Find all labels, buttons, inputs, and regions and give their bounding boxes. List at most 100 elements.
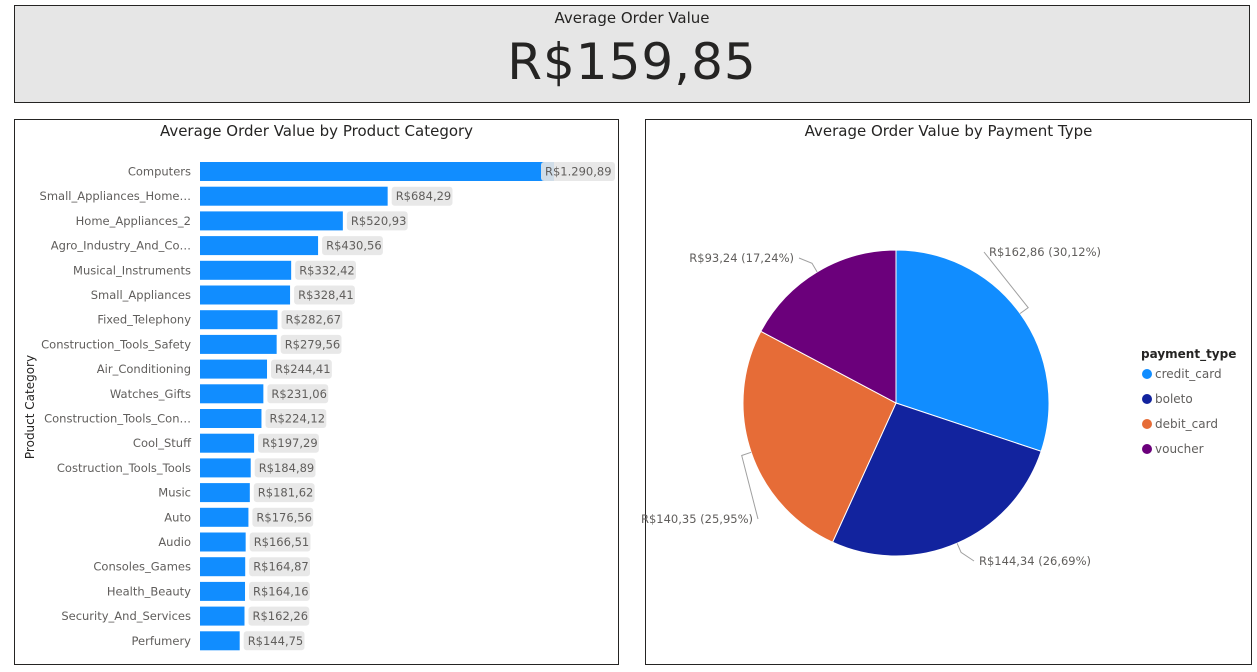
data-label-background <box>249 557 310 577</box>
bar[interactable] <box>200 334 277 354</box>
legend-marker <box>1142 394 1152 404</box>
bar[interactable] <box>200 211 343 231</box>
data-label: R$164,87 <box>253 560 309 574</box>
bar[interactable] <box>200 507 249 527</box>
pie-slice-credit_card[interactable] <box>895 249 1050 452</box>
bar[interactable] <box>200 557 246 577</box>
leader-line <box>741 451 759 520</box>
y-axis-title: Product Category <box>23 355 37 459</box>
category-label: Musical_Instruments <box>73 263 191 277</box>
legend-item-credit_card[interactable]: credit_card <box>1155 367 1222 381</box>
bar-chart-title: Average Order Value by Product Category <box>159 122 474 140</box>
data-label: R$684,29 <box>396 189 452 203</box>
category-label: Consoles_Games <box>93 560 191 574</box>
kpi-title: Average Order Value <box>554 9 710 27</box>
data-label: R$1.290,89 <box>545 165 612 179</box>
data-label-background <box>346 211 408 231</box>
category-label: Audio <box>158 535 191 549</box>
legend-marker <box>1142 419 1152 429</box>
category-label: Watches_Gifts <box>110 387 191 401</box>
pie-slice-debit_card[interactable] <box>742 330 897 543</box>
category-label: Fixed_Telephony <box>97 313 191 327</box>
pie-data-label: R$140,35 (25,95%) <box>641 512 753 526</box>
legend-item-voucher[interactable]: voucher <box>1155 442 1204 456</box>
pie-chart-card[interactable]: Average Order Value by Payment Type R$16… <box>641 119 1252 665</box>
data-label: R$332,42 <box>299 263 355 277</box>
category-label: Computers <box>128 165 191 179</box>
pie-slice-boleto[interactable] <box>831 402 1042 557</box>
legend-marker <box>1142 444 1152 454</box>
leader-line <box>983 251 1029 314</box>
data-label: R$244,41 <box>275 362 331 376</box>
category-label: Construction_Tools_Safety <box>41 337 191 351</box>
category-label: Music <box>158 486 191 500</box>
legend-item-debit_card[interactable]: debit_card <box>1155 417 1218 431</box>
data-label-background <box>249 581 310 601</box>
kpi-value: R$159,85 <box>507 33 757 91</box>
pie-data-label: R$144,34 (26,69%) <box>979 554 1091 568</box>
data-label-background <box>295 260 356 280</box>
data-label-background <box>322 236 383 256</box>
bar[interactable] <box>200 384 264 404</box>
data-label-background <box>280 334 342 354</box>
data-label: R$328,41 <box>298 288 354 302</box>
data-label: R$144,75 <box>248 634 304 648</box>
bar[interactable] <box>200 606 245 626</box>
category-label: Air_Conditioning <box>97 362 191 376</box>
category-label: Construction_Tools_Con… <box>44 412 191 426</box>
bar[interactable] <box>200 409 262 428</box>
data-label: R$224,12 <box>270 412 326 426</box>
bar[interactable] <box>200 458 251 478</box>
bar[interactable] <box>200 285 291 305</box>
category-label: Small_Appliances <box>91 288 191 302</box>
data-label-background <box>271 359 332 379</box>
leader-line <box>798 257 818 273</box>
data-label-background <box>252 507 314 527</box>
data-label: R$166,51 <box>254 535 310 549</box>
data-label-background <box>258 433 319 453</box>
bar-chart-plot: Product Category Computers R$1.290,89 Small… <box>23 162 615 651</box>
data-label-background <box>248 606 310 626</box>
bar[interactable] <box>200 236 319 256</box>
data-label-background <box>253 483 315 503</box>
data-label-background <box>294 285 355 305</box>
category-label: Agro_Industry_And_Co… <box>51 239 191 253</box>
leader-line <box>956 543 975 562</box>
category-label: Cool_Stuff <box>133 436 192 450</box>
data-label-background <box>249 532 311 552</box>
legend-item-boleto[interactable]: boleto <box>1155 392 1193 406</box>
data-label-background <box>541 162 615 181</box>
bar[interactable] <box>200 581 246 601</box>
kpi-card[interactable]: Average Order Value R$159,85 <box>14 5 1250 103</box>
data-label: R$231,06 <box>271 387 327 401</box>
data-label-background <box>243 631 305 651</box>
data-label: R$279,56 <box>285 337 341 351</box>
data-label: R$520,93 <box>351 214 407 228</box>
data-label: R$197,29 <box>262 436 318 450</box>
bar[interactable] <box>200 162 554 181</box>
data-label-background <box>267 384 329 404</box>
data-label: R$184,89 <box>259 461 315 475</box>
legend-title: payment_type <box>1141 347 1236 362</box>
data-label: R$430,56 <box>326 239 382 253</box>
data-label: R$282,67 <box>286 313 342 327</box>
bar[interactable] <box>200 483 250 503</box>
bar-chart-card[interactable]: Average Order Value by Product Category … <box>14 119 619 665</box>
bar[interactable] <box>200 631 240 651</box>
category-label: Health_Beauty <box>107 584 191 598</box>
pie-chart-plot: R$162,86 (30,12%) R$144,34 (26,69%) R$140,… <box>641 245 1236 568</box>
bar[interactable] <box>200 532 246 552</box>
category-label: Security_And_Services <box>61 609 191 623</box>
pie-slice-voucher[interactable] <box>760 249 897 404</box>
bar[interactable] <box>200 310 278 330</box>
legend-marker <box>1142 369 1152 379</box>
category-label: Auto <box>164 510 191 524</box>
category-label: Perfumery <box>132 634 192 648</box>
data-label: R$176,56 <box>256 510 312 524</box>
bar[interactable] <box>200 359 268 379</box>
bar[interactable] <box>200 433 255 453</box>
data-label-background <box>265 409 327 428</box>
bar[interactable] <box>200 260 292 280</box>
bar[interactable] <box>200 186 388 206</box>
data-label-background <box>281 310 343 330</box>
